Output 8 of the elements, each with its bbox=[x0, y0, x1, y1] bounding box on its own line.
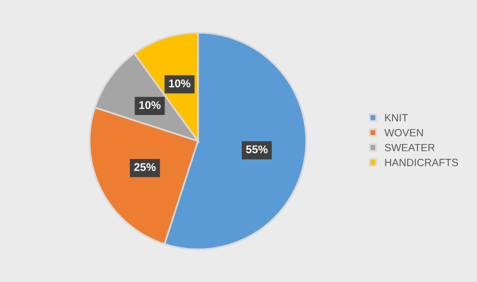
legend-label: HANDICRAFTS bbox=[385, 158, 458, 166]
legend-label: WOVEN bbox=[384, 128, 423, 136]
data-label: 10% bbox=[139, 101, 161, 109]
legend-label: KNIT bbox=[385, 114, 408, 122]
data-label: 25% bbox=[134, 163, 156, 172]
data-label: 55% bbox=[246, 145, 268, 154]
data-label: 10% bbox=[169, 79, 190, 88]
legend-label: SWEATER bbox=[384, 144, 435, 152]
